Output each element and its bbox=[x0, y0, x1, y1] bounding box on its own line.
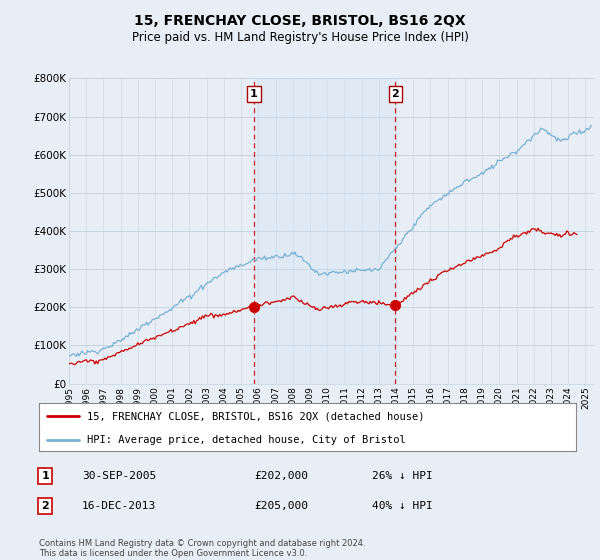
Text: 40% ↓ HPI: 40% ↓ HPI bbox=[372, 501, 433, 511]
Text: Contains HM Land Registry data © Crown copyright and database right 2024.
This d: Contains HM Land Registry data © Crown c… bbox=[39, 539, 365, 558]
Text: 16-DEC-2013: 16-DEC-2013 bbox=[82, 501, 156, 511]
Text: 2: 2 bbox=[391, 89, 399, 99]
Text: 26% ↓ HPI: 26% ↓ HPI bbox=[372, 471, 433, 481]
Text: 1: 1 bbox=[41, 471, 49, 481]
Text: £202,000: £202,000 bbox=[254, 471, 308, 481]
Text: 2: 2 bbox=[41, 501, 49, 511]
Text: HPI: Average price, detached house, City of Bristol: HPI: Average price, detached house, City… bbox=[88, 435, 406, 445]
Text: 15, FRENCHAY CLOSE, BRISTOL, BS16 2QX (detached house): 15, FRENCHAY CLOSE, BRISTOL, BS16 2QX (d… bbox=[88, 411, 425, 421]
Text: Price paid vs. HM Land Registry's House Price Index (HPI): Price paid vs. HM Land Registry's House … bbox=[131, 31, 469, 44]
Text: 30-SEP-2005: 30-SEP-2005 bbox=[82, 471, 156, 481]
Text: 1: 1 bbox=[250, 89, 258, 99]
Text: £205,000: £205,000 bbox=[254, 501, 308, 511]
Bar bbox=[254, 78, 395, 384]
Text: 15, FRENCHAY CLOSE, BRISTOL, BS16 2QX: 15, FRENCHAY CLOSE, BRISTOL, BS16 2QX bbox=[134, 14, 466, 28]
